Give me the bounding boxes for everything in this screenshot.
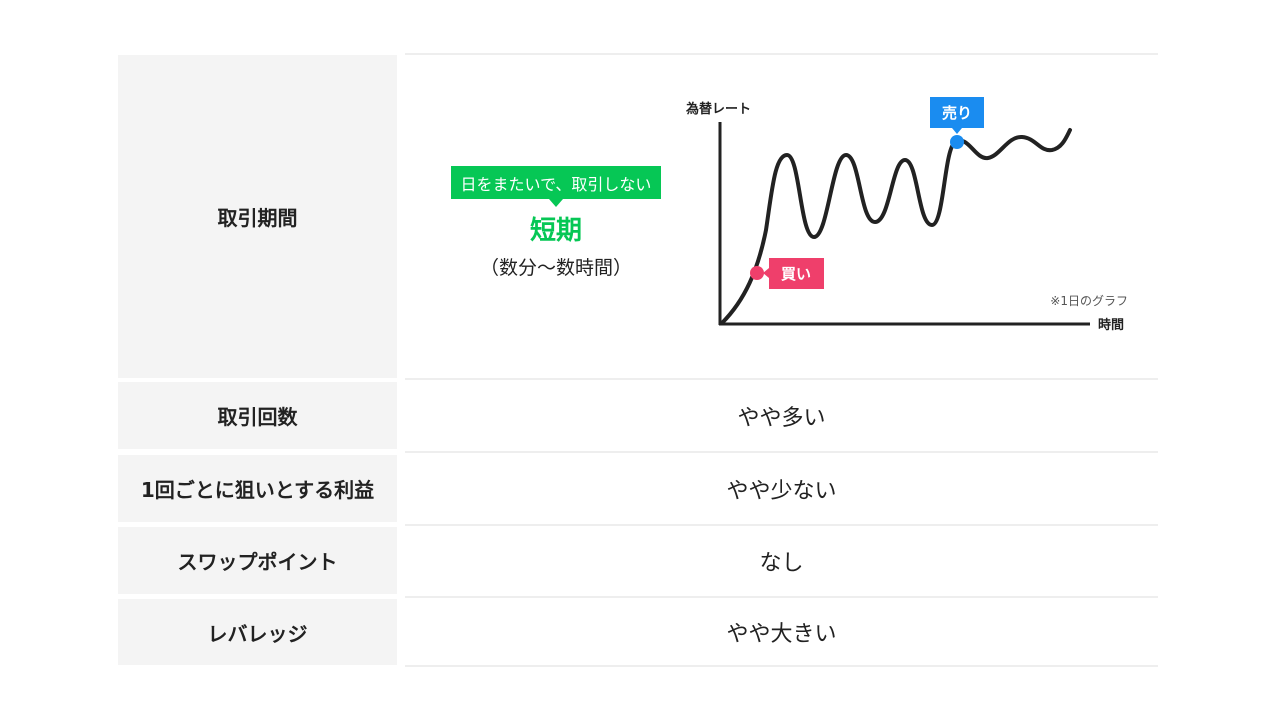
value-text: やや少ない bbox=[726, 478, 837, 504]
row-label-frequency: 取引回数 bbox=[118, 382, 397, 449]
sell-label-box bbox=[930, 97, 984, 128]
sell-label: 売り bbox=[942, 104, 972, 122]
label-text: レバレッジ bbox=[207, 621, 308, 646]
buy-pointer bbox=[763, 268, 769, 278]
y-axis-label: 為替レート bbox=[686, 101, 751, 117]
buy-point bbox=[750, 266, 764, 280]
graph-note: ※1日のグラフ bbox=[1050, 294, 1128, 308]
row-label-swap: スワップポイント bbox=[118, 527, 397, 594]
buy-label-box bbox=[769, 258, 824, 289]
value-text: やや多い bbox=[737, 405, 826, 431]
row-value-swap: なし bbox=[405, 526, 1158, 598]
sell-pointer bbox=[952, 128, 962, 134]
term-range: （数分～数時間） bbox=[479, 257, 632, 279]
row-value-period: 日をまたいで、取引しない 短期 （数分～数時間） bbox=[405, 55, 1158, 380]
row-label-profit: 1回ごとに狙いとする利益 bbox=[118, 455, 397, 522]
x-axis-label: 時間 bbox=[1098, 317, 1124, 333]
row-value-profit: やや少ない bbox=[405, 453, 1158, 526]
row-label-period: 取引期間 bbox=[118, 55, 397, 378]
badge-pointer bbox=[549, 199, 563, 207]
buy-label: 買い bbox=[781, 265, 811, 283]
term-label: 短期 bbox=[529, 216, 582, 246]
sell-point bbox=[950, 135, 964, 149]
table-top-border bbox=[405, 53, 1158, 55]
label-text: 取引期間 bbox=[217, 206, 298, 230]
value-text: やや大きい bbox=[726, 621, 837, 647]
row-label-leverage: レバレッジ bbox=[118, 599, 397, 665]
row-value-frequency: やや多い bbox=[405, 380, 1158, 453]
no-overnight-badge: 日をまたいで、取引しない bbox=[451, 166, 661, 207]
label-text: スワップポイント bbox=[177, 550, 338, 574]
label-text: 取引回数 bbox=[217, 405, 298, 429]
row-value-leverage: やや大きい bbox=[405, 598, 1158, 667]
label-text: 1回ごとに狙いとする利益 bbox=[140, 478, 375, 502]
rate-curve bbox=[720, 128, 1072, 325]
value-text: なし bbox=[759, 551, 804, 576]
badge-text: 日をまたいで、取引しない bbox=[460, 174, 652, 194]
